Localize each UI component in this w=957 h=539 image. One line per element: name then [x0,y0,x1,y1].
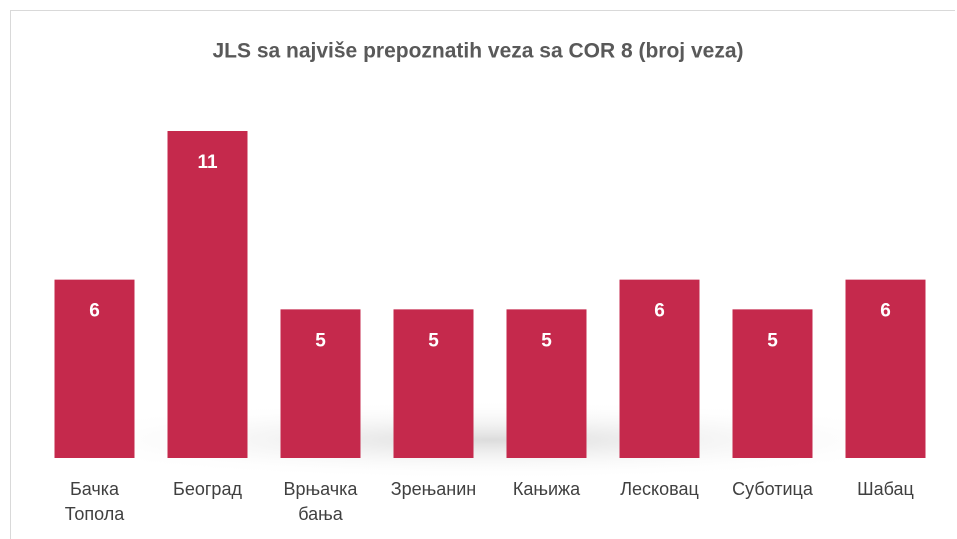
bar [506,309,587,458]
data-label: 5 [541,330,552,351]
floor-shadow [20,400,957,480]
chart-title: JLS sa najviše prepoznatih veza sa COR 8… [212,40,743,63]
x-tick-label: Лесковац [620,479,699,499]
data-label: 6 [654,301,665,322]
data-label: 5 [767,330,778,351]
x-tick-label: Шабац [857,479,914,499]
bar [619,279,700,458]
bar [167,131,248,458]
x-tick-label: Суботица [732,479,813,499]
x-tick-label: Београд [173,479,242,499]
bar [845,279,926,458]
x-tick-label: Кањижа [512,479,581,499]
x-tick-label: Врњачка бања [283,479,358,524]
bar [54,279,135,458]
data-label: 11 [197,152,218,173]
data-label: 6 [89,301,100,322]
data-label: 6 [880,301,891,322]
x-tick-label: Бачка Топола [64,479,125,524]
x-tick-label: Зрењанин [390,479,477,499]
bar [280,309,361,458]
data-label: 5 [315,330,326,351]
data-label: 5 [428,330,439,351]
bar [393,309,474,458]
chart-border [10,10,955,539]
bar [732,309,813,458]
